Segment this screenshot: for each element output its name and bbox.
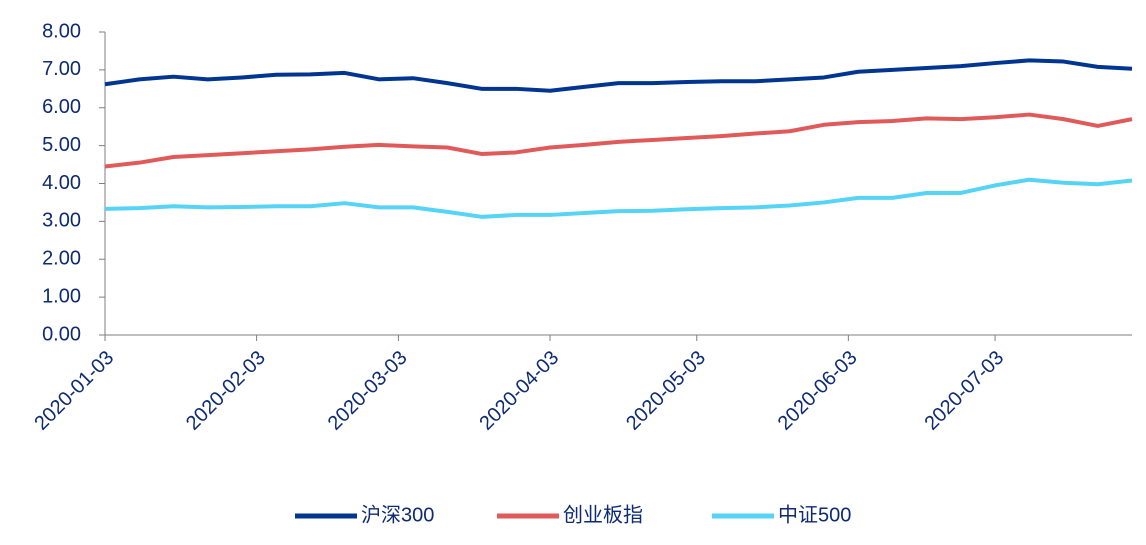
x-tick-label: 2020-02-03	[182, 347, 270, 435]
y-tick-label: 5.00	[42, 134, 81, 156]
y-tick-label: 6.00	[42, 96, 81, 118]
y-tick-label: 7.00	[42, 58, 81, 80]
y-tick-label: 1.00	[42, 285, 81, 307]
y-tick-label: 0.00	[42, 323, 81, 345]
x-tick-label: 2020-03-03	[324, 347, 412, 435]
y-tick-label: 2.00	[42, 248, 81, 270]
legend-label: 创业板指	[563, 503, 643, 526]
x-tick-label: 2020-01-03	[30, 347, 118, 435]
legend-label: 中证500	[778, 503, 851, 526]
y-tick-label: 3.00	[42, 210, 81, 232]
series-line	[104, 58, 1133, 93]
x-tick-label: 2020-05-03	[622, 347, 710, 435]
legend-label: 沪深300	[361, 503, 434, 526]
x-tick-label: 2020-07-03	[920, 347, 1008, 435]
x-tick-label: 2020-06-03	[774, 347, 862, 435]
x-tick-label: 2020-04-03	[475, 347, 563, 435]
series-line	[104, 177, 1133, 219]
y-tick-label: 8.00	[42, 20, 81, 42]
y-tick-label: 4.00	[42, 172, 81, 194]
series-line	[104, 112, 1133, 169]
